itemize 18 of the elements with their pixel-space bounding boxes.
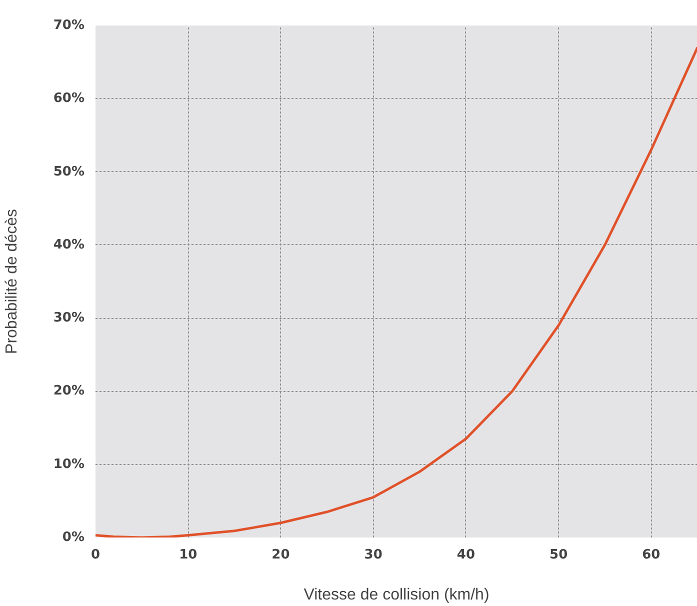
x-tick-label: 30 xyxy=(364,548,382,562)
y-tick-label: 0% xyxy=(62,530,85,545)
y-tick-label: 10% xyxy=(53,456,85,472)
y-tick-label: 60% xyxy=(53,91,85,106)
y-tick-label: 40% xyxy=(53,237,85,252)
y-tick-label: 70% xyxy=(53,18,85,33)
x-tick-label: 50 xyxy=(550,548,568,562)
y-tick-label: 20% xyxy=(53,384,85,399)
x-axis-title: Vitesse de collision (km/h) xyxy=(304,586,490,604)
y-axis-title: Probabilité de décès xyxy=(3,209,20,354)
x-tick-label: 0 xyxy=(90,548,100,562)
x-tick-label: 60 xyxy=(642,548,660,562)
y-tick-label: 30% xyxy=(53,310,85,326)
y-tick-label: 50% xyxy=(53,164,85,180)
x-tick-label: 40 xyxy=(456,548,476,562)
x-tick-label: 20 xyxy=(272,548,290,562)
x-tick-label: 10 xyxy=(179,548,198,562)
line-series xyxy=(96,46,697,538)
